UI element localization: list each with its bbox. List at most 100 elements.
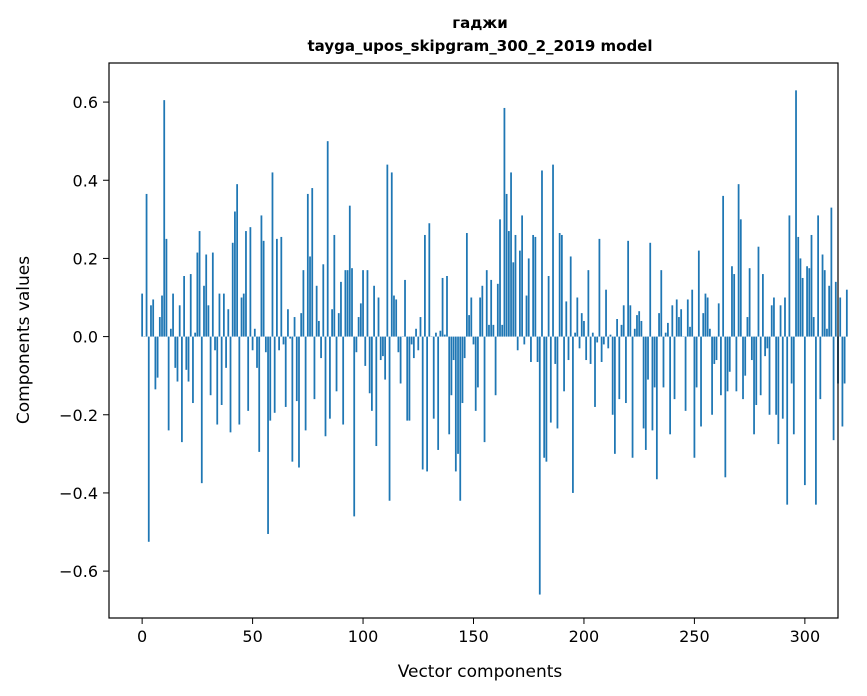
bar-296 — [795, 90, 797, 337]
bar-319 — [845, 289, 848, 337]
bar-90 — [340, 281, 342, 337]
bar-203 — [589, 336, 592, 364]
bar-193 — [567, 336, 570, 361]
bar-36 — [220, 336, 223, 405]
bar-85 — [329, 336, 331, 419]
bar-162 — [499, 219, 501, 337]
bar-33 — [214, 336, 216, 351]
bar-304 — [812, 317, 815, 337]
y-tick-label: −0.2 — [59, 406, 98, 425]
bar-110 — [384, 336, 387, 380]
bar-128 — [424, 234, 426, 337]
bar-12 — [167, 336, 170, 431]
bar-22 — [189, 274, 192, 337]
bar-238 — [667, 322, 669, 337]
bar-313 — [832, 336, 835, 441]
bar-233 — [655, 336, 658, 480]
bar-54 — [260, 215, 263, 337]
bar-79 — [315, 285, 318, 337]
bar-249 — [691, 289, 694, 337]
bar-318 — [843, 336, 846, 384]
bar-181 — [541, 170, 543, 337]
bar-156 — [485, 270, 488, 337]
bar-241 — [673, 336, 676, 400]
plot-frame — [108, 62, 839, 619]
bar-311 — [828, 285, 831, 337]
bar-51 — [253, 328, 256, 337]
bar-186 — [552, 164, 554, 337]
bar-27 — [200, 336, 203, 484]
bar-69 — [293, 317, 296, 337]
bar-257 — [708, 328, 711, 337]
bar-124 — [415, 328, 417, 337]
bar-137 — [443, 334, 446, 337]
bar-200 — [583, 320, 585, 337]
chart-title: гаджи — [452, 14, 508, 32]
bar-161 — [496, 283, 499, 337]
bar-152 — [477, 336, 479, 388]
bar-209 — [602, 336, 605, 345]
bar-294 — [790, 336, 793, 384]
bar-83 — [324, 336, 327, 437]
bar-122 — [410, 336, 413, 345]
bar-5 — [152, 299, 155, 337]
bar-178 — [534, 236, 537, 337]
bar-31 — [209, 336, 212, 396]
bar-127 — [421, 336, 424, 470]
bar-261 — [717, 303, 720, 337]
bar-132 — [432, 336, 435, 419]
bar-253 — [700, 336, 702, 427]
bar-29 — [205, 254, 208, 337]
bar-236 — [662, 336, 665, 388]
y-axis-ticks: −0.6 −0.4 −0.2 0.0 0.2 0.4 0.6 — [59, 93, 109, 581]
y-tick-label: 0.4 — [73, 171, 98, 190]
bar-300 — [803, 336, 806, 486]
bar-198 — [578, 336, 581, 349]
bar-220 — [627, 240, 630, 337]
bar-64 — [282, 336, 285, 345]
bar-73 — [302, 270, 305, 337]
bar-44 — [238, 336, 241, 425]
bar-14 — [172, 293, 174, 337]
bar-20 — [185, 336, 188, 370]
bar-301 — [806, 266, 808, 337]
bar-38 — [225, 336, 227, 368]
bar-270 — [737, 184, 740, 337]
bar-214 — [614, 336, 616, 454]
bar-140 — [450, 336, 453, 396]
bar-92 — [344, 270, 347, 337]
bar-215 — [616, 319, 618, 337]
bar-293 — [788, 215, 791, 337]
bar-306 — [817, 215, 819, 337]
y-tick-label: 0.6 — [73, 93, 98, 112]
bar-45 — [240, 297, 243, 337]
bar-247 — [686, 299, 689, 337]
bar-103 — [368, 336, 371, 394]
bar-218 — [622, 305, 625, 337]
bar-55 — [262, 240, 265, 337]
bar-176 — [530, 336, 532, 362]
bar-184 — [547, 276, 550, 337]
bar-256 — [706, 297, 709, 337]
bar-221 — [629, 305, 632, 337]
bar-275 — [748, 268, 751, 337]
bar-78 — [313, 336, 316, 400]
bar-109 — [382, 336, 384, 357]
bar-82 — [322, 264, 325, 337]
bar-205 — [594, 336, 596, 407]
bar-40 — [229, 336, 232, 433]
bar-274 — [746, 317, 749, 337]
bar-134 — [437, 336, 440, 450]
bar-232 — [653, 336, 656, 388]
bar-104 — [371, 336, 373, 411]
bar-99 — [359, 303, 362, 337]
bar-281 — [762, 274, 764, 337]
bar-317 — [841, 336, 844, 427]
bar-60 — [273, 336, 276, 413]
x-tick-label: 150 — [458, 627, 489, 646]
bar-295 — [792, 336, 795, 435]
bar-179 — [536, 336, 539, 362]
bar-255 — [704, 293, 707, 337]
bar-307 — [819, 336, 822, 400]
bar-194 — [569, 256, 572, 337]
